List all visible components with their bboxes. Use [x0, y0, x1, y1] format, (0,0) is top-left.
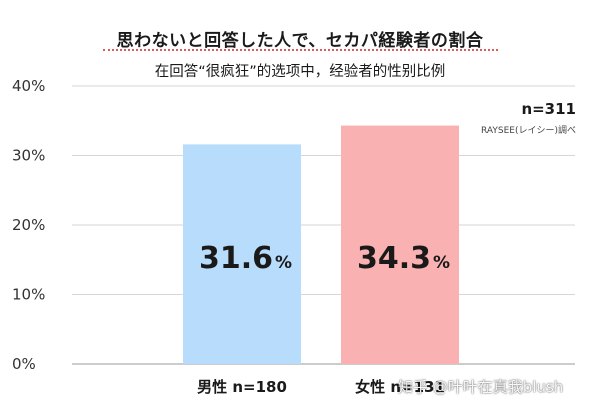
- source-label: RAYSEE(レイシー)調べ: [481, 126, 576, 136]
- category-label: 女性 n=131: [355, 378, 445, 396]
- chart-header: 思わないと回答した人で、セカパ経験者の割合 在回答“很疯狂”的选项中，经验者的性…: [0, 0, 600, 80]
- y-tick-label: 10%: [12, 286, 45, 304]
- y-tick-label: 30%: [12, 147, 45, 165]
- y-tick-label: 40%: [12, 77, 45, 95]
- y-tick-label: 20%: [12, 216, 45, 234]
- bar-female: [341, 125, 459, 365]
- y-tick-label: 0%: [12, 355, 36, 373]
- category-label: 男性 n=180: [197, 378, 287, 396]
- title-dotted-underline: [103, 49, 498, 51]
- chart-title: 思わないと回答した人で、セカパ経験者の割合: [116, 31, 484, 51]
- bar-male: [183, 144, 301, 364]
- bar-value-label: 34.3: [357, 241, 431, 276]
- watermark: 知乎 @叶叶在真我blush: [398, 378, 564, 396]
- chart-subtitle: 在回答“很疯狂”的选项中，经验者的性别比例: [154, 64, 446, 80]
- bar-value-unit: %: [433, 253, 450, 273]
- bar-value-label: 31.6: [199, 241, 273, 276]
- bar-value-unit: %: [275, 253, 292, 273]
- sample-size-label: n=311: [521, 100, 576, 118]
